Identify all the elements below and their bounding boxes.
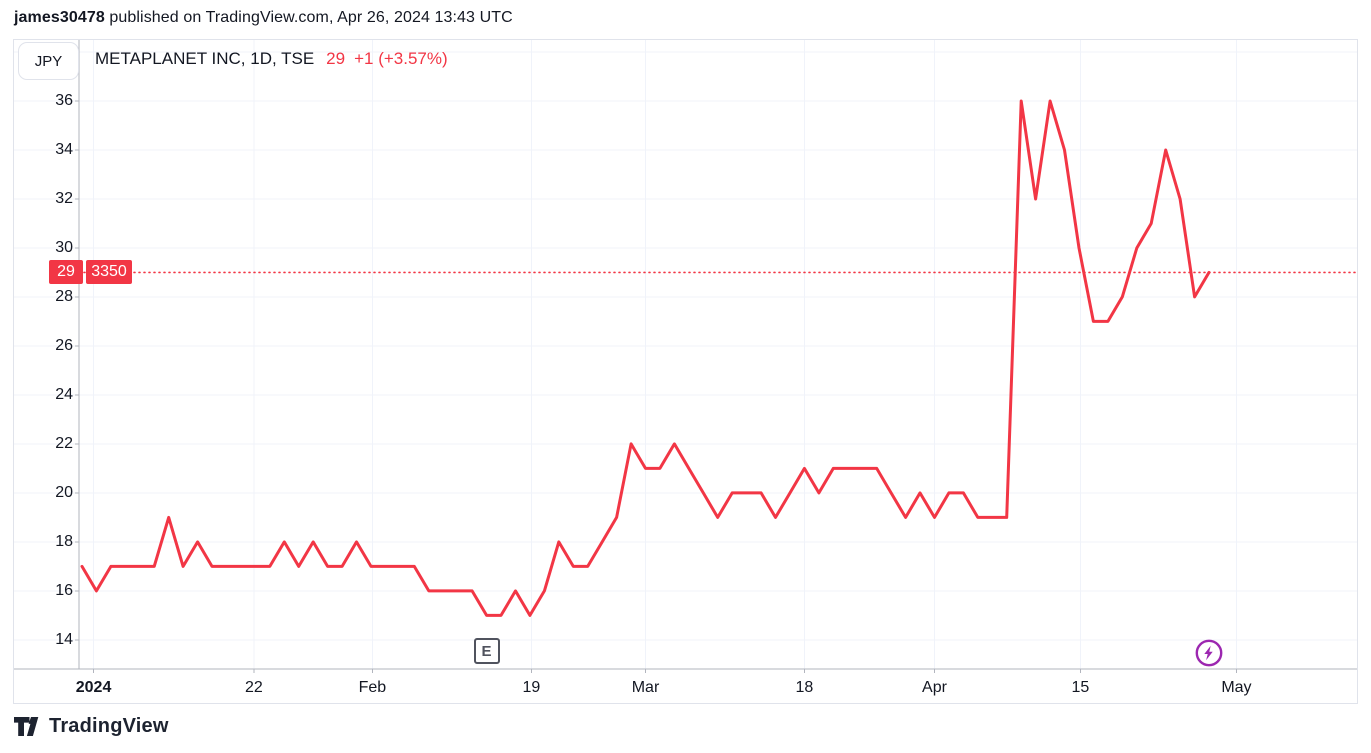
currency-button[interactable]: JPY [18,42,79,80]
x-axis-label: Feb [358,679,387,696]
price-change: +1 (+3.57%) [354,49,448,68]
y-axis-label: 16 [55,581,73,599]
chart-legend: METAPLANET INC, 1D, TSE 29 +1 (+3.57%) [95,49,448,69]
chart-widget: 36 34 32 30 28 26 24 22 20 18 16 14 2024 22 Feb 19 Mar 1… [13,39,1358,704]
x-axis-label: 2024 [75,679,112,696]
x-axis-label: Mar [631,679,660,696]
x-axis-label: Apr [922,679,947,696]
x-axis-label: 18 [795,679,814,696]
attribution-username[interactable]: james30478 [14,9,105,26]
y-axis-label: 14 [55,630,73,648]
y-axis-label: 36 [55,91,73,109]
x-axis-label: 22 [245,679,263,696]
y-axis-label: 22 [55,434,73,452]
y-axis-label: 20 [55,483,73,501]
attribution-text: published on TradingView.com, Apr 26, 20… [104,9,513,26]
y-axis-label: 32 [55,189,73,207]
x-axis-label: 15 [1071,679,1090,696]
last-price: 29 [326,49,346,68]
y-axis-label: 18 [55,532,73,550]
tradingview-wordmark: TradingView [49,715,169,737]
x-axis-label: May [1221,679,1252,696]
y-axis-label: 24 [55,385,73,403]
price-data-label: 3350 [86,260,132,285]
y-axis-label: 28 [55,287,73,305]
price-axis-label: 29 [49,260,83,285]
boost-lightning-icon[interactable] [1195,639,1223,667]
x-axis-label: 19 [522,679,541,696]
tradingview-logo-icon [14,717,39,736]
attribution: james30478 published on TradingView.com,… [14,9,513,27]
price-line-chart[interactable] [14,40,1357,703]
y-axis-label: 34 [55,140,73,158]
price-series-line [80,99,1211,617]
symbol-title[interactable]: METAPLANET INC, 1D, TSE [95,49,315,68]
y-axis-label: 26 [55,336,73,354]
tradingview-footer[interactable]: TradingView [14,715,169,738]
earnings-marker[interactable]: E [473,638,500,664]
y-axis-label: 30 [55,238,73,256]
